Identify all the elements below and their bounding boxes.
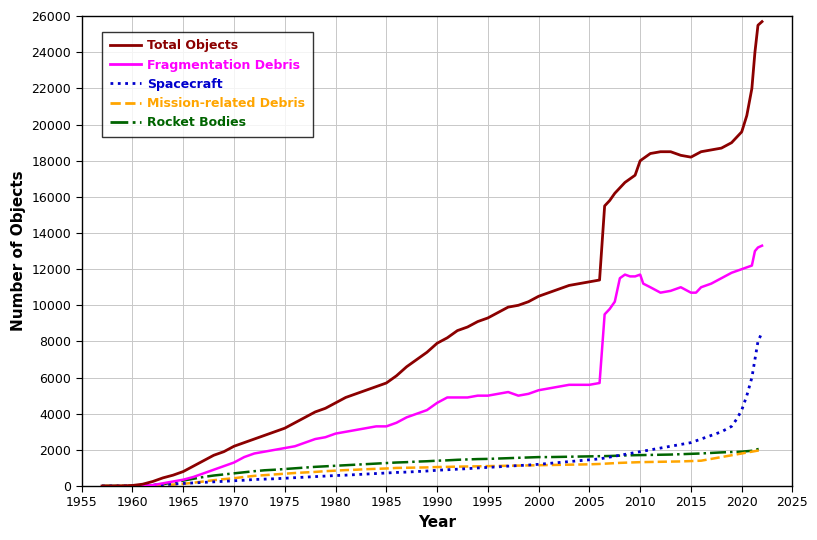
Legend: Total Objects, Fragmentation Debris, Spacecraft, Mission-related Debris, Rocket : Total Objects, Fragmentation Debris, Spa… (102, 32, 313, 137)
X-axis label: Year: Year (418, 515, 456, 530)
Y-axis label: Number of Objects: Number of Objects (11, 171, 26, 332)
